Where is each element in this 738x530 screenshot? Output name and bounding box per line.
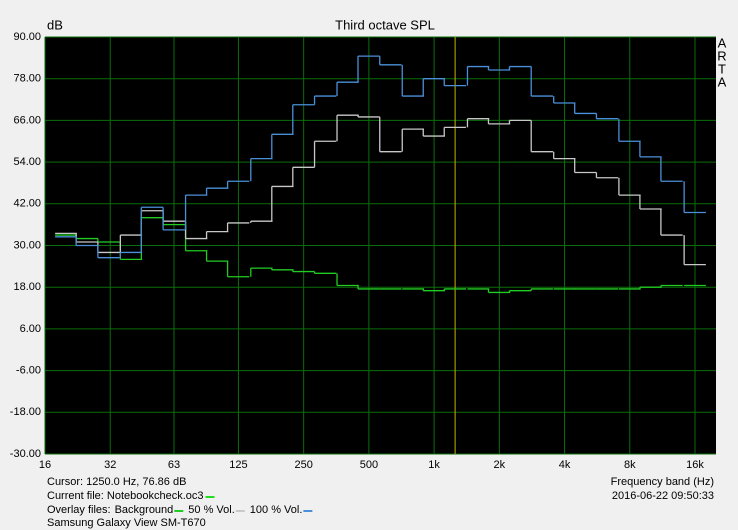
brand-letter: A	[718, 35, 727, 50]
x-tick-label: 4k	[559, 459, 571, 471]
chart-title: Third octave SPL	[335, 17, 435, 32]
brand-letter: A	[718, 74, 727, 89]
y-tick-label: 6.00	[20, 323, 41, 335]
y-tick-label: 18.00	[13, 281, 41, 293]
device-name: Samsung Galaxy View SM-T670	[47, 517, 206, 529]
x-tick-label: 8k	[624, 459, 636, 471]
legend-label: 100 % Vol.	[250, 504, 303, 516]
x-tick-label: 63	[168, 459, 180, 471]
y-tick-label: 90.00	[13, 31, 41, 43]
x-tick-label: 125	[229, 459, 247, 471]
brand-letter: T	[718, 61, 726, 76]
x-tick-label: 16	[39, 459, 51, 471]
y-tick-label: 42.00	[13, 198, 41, 210]
cursor-readout: Cursor: 1250.0 Hz, 76.86 dB	[47, 476, 186, 488]
y-tick-label: 78.00	[13, 73, 41, 85]
timestamp: 2016-06-22 09:50:33	[612, 490, 714, 502]
overlay-label: Overlay files:	[47, 504, 111, 516]
x-tick-label: 2k	[494, 459, 506, 471]
x-tick-label: 32	[104, 459, 116, 471]
x-axis-label: Frequency band (Hz)	[611, 476, 714, 488]
y-tick-label: 66.00	[13, 114, 41, 126]
x-tick-label: 1k	[428, 459, 440, 471]
y-tick-label: -18.00	[10, 406, 41, 418]
brand-letter: R	[717, 48, 726, 63]
y-axis-label: dB	[47, 17, 63, 32]
x-tick-label: 500	[360, 459, 378, 471]
y-tick-label: 54.00	[13, 156, 41, 168]
y-tick-label: -30.00	[10, 448, 41, 460]
current-file: Current file: Notebookcheck.oc3	[47, 490, 204, 502]
legend-label: 50 % Vol.	[188, 504, 234, 516]
y-tick-label: 30.00	[13, 239, 41, 251]
legend-label: Background	[115, 504, 174, 516]
y-tick-label: -6.00	[16, 365, 41, 377]
x-tick-label: 250	[294, 459, 312, 471]
x-tick-label: 16k	[686, 459, 704, 471]
